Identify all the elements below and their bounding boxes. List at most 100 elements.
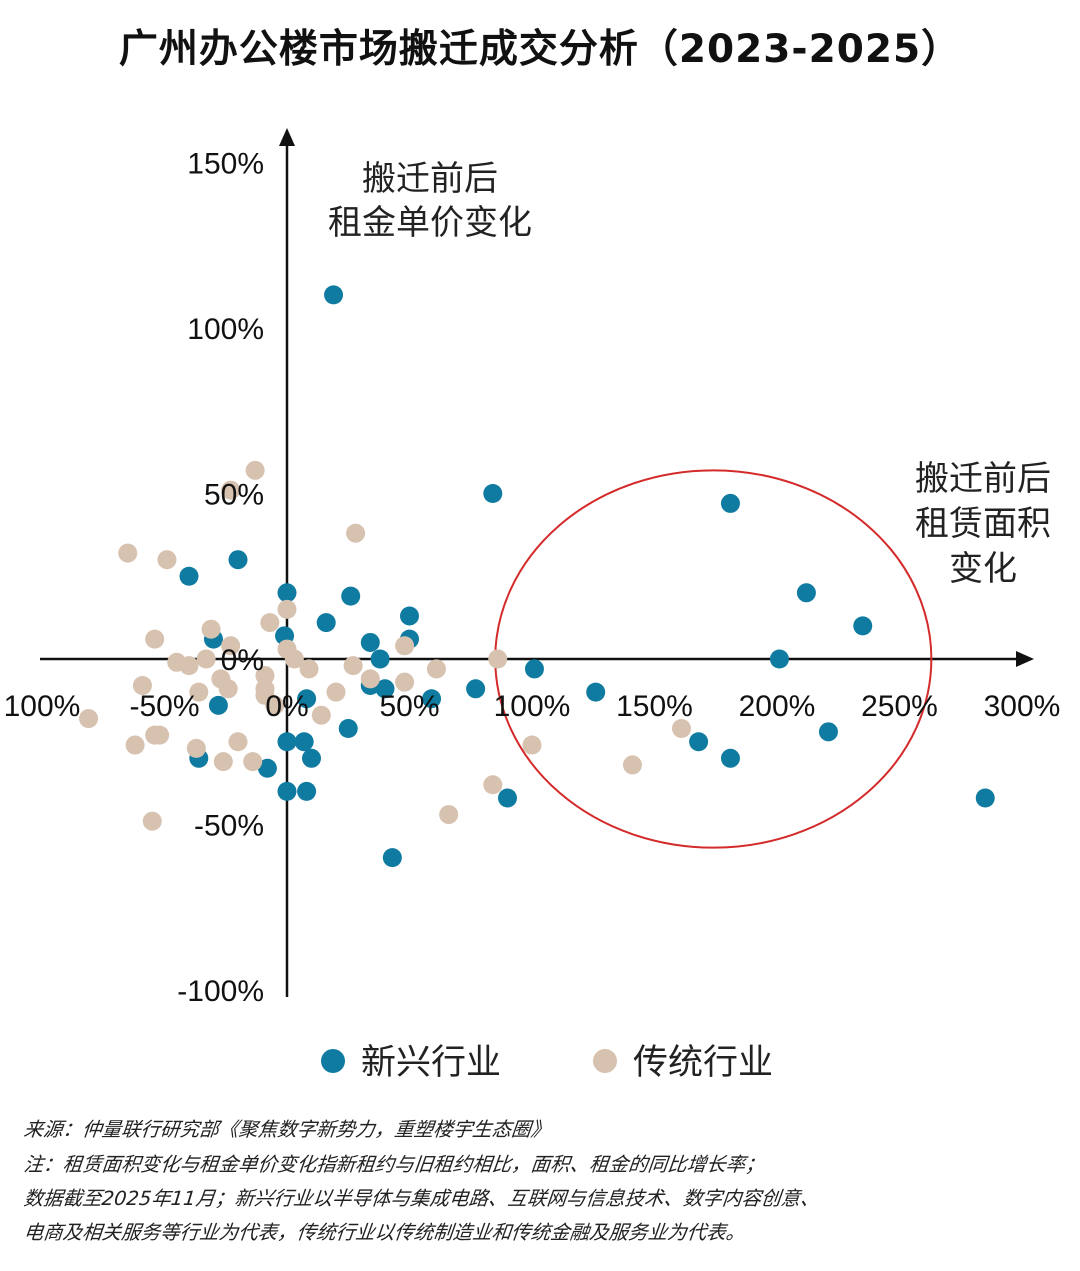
data-point-traditional	[211, 669, 231, 689]
footnote-note-cont: 数据截至2025年11月；新兴行业以半导体与集成电路、互联网与信息技术、数字内容…	[22, 1187, 821, 1210]
data-point-traditional	[79, 709, 99, 729]
data-point-traditional	[243, 752, 263, 772]
data-point-traditional	[118, 543, 138, 563]
data-point-emerging	[179, 566, 199, 586]
data-point-emerging	[382, 848, 402, 868]
y-tick-label: -50%	[194, 810, 264, 843]
data-point-traditional	[142, 811, 162, 831]
x-axis-label: 变化	[949, 549, 1017, 589]
data-point-emerging	[228, 550, 248, 570]
y-tick-label: 150%	[187, 148, 264, 181]
x-tick-label: 250%	[861, 690, 938, 723]
data-point-traditional	[395, 636, 415, 656]
data-point-emerging	[498, 788, 517, 808]
data-point-emerging	[257, 758, 277, 778]
data-point-traditional	[299, 659, 319, 679]
data-point-traditional	[145, 629, 165, 649]
data-point-emerging	[277, 732, 297, 752]
data-point-traditional	[311, 705, 331, 725]
x-tick-label: 300%	[984, 690, 1061, 723]
x-axis-arrow-icon	[1016, 651, 1034, 667]
data-point-emerging	[769, 649, 789, 669]
data-point-traditional	[150, 725, 170, 745]
x-tick-label: 0%	[265, 690, 308, 723]
y-axis-label: 租金单价变化	[328, 203, 532, 243]
data-point-traditional	[326, 682, 346, 702]
data-point-emerging	[208, 695, 228, 715]
data-point-emerging	[294, 732, 314, 752]
data-point-traditional	[260, 613, 280, 633]
data-point-traditional	[255, 666, 275, 686]
data-point-emerging	[360, 632, 380, 652]
data-point-emerging	[324, 285, 344, 305]
data-point-traditional	[186, 738, 206, 758]
y-axis-arrow-icon	[279, 128, 295, 146]
footnote-source: 来源：仲量联行研究部《聚焦数字新势力，重塑楼宇生态圈》	[22, 1118, 552, 1141]
data-point-traditional	[213, 752, 233, 772]
y-tick-label: -100%	[177, 975, 264, 1008]
data-point-traditional	[228, 732, 248, 752]
data-point-emerging	[338, 719, 358, 739]
x-tick-label: 100%	[4, 690, 81, 723]
data-point-emerging	[297, 689, 317, 709]
x-tick-label: 50%	[379, 690, 439, 723]
data-point-traditional	[360, 669, 380, 689]
x-tick-label: 200%	[739, 690, 816, 723]
data-point-emerging	[818, 722, 838, 742]
data-point-traditional	[201, 619, 221, 639]
data-point-traditional	[671, 719, 691, 739]
y-tick-label: 100%	[187, 313, 264, 346]
y-tick-label: 0%	[221, 644, 264, 677]
y-axis-label: 搬迁前后	[362, 159, 498, 199]
x-axis-label: 搬迁前后	[915, 459, 1051, 499]
data-point-emerging	[853, 616, 873, 636]
x-tick-label: -50%	[129, 690, 199, 723]
data-point-traditional	[343, 656, 363, 676]
footnote-note: 注：租赁面积变化与租金单价变化指新租约与旧租约相比，面积、租金的同比增长率；	[22, 1153, 767, 1176]
legend-label: 新兴行业	[361, 1043, 501, 1083]
data-point-emerging	[524, 659, 544, 679]
data-point-traditional	[488, 649, 508, 669]
data-point-traditional	[157, 550, 177, 570]
data-point-traditional	[221, 480, 241, 500]
data-point-traditional	[221, 636, 241, 656]
data-point-emerging	[689, 732, 709, 752]
data-point-emerging	[796, 583, 816, 603]
data-point-traditional	[245, 460, 265, 480]
data-point-traditional	[132, 675, 152, 695]
data-point-emerging	[375, 679, 395, 699]
data-point-traditional	[522, 735, 542, 755]
x-tick-label: 100%	[494, 690, 571, 723]
data-point-traditional	[395, 672, 415, 692]
data-point-emerging	[277, 781, 297, 801]
legend-marker-icon	[593, 1049, 617, 1073]
data-point-emerging	[400, 606, 419, 626]
data-point-emerging	[975, 788, 995, 808]
chart-title: 广州办公楼市场搬迁成交分析（2023-2025）	[118, 27, 962, 72]
legend-label: 传统行业	[633, 1043, 773, 1083]
data-point-traditional	[284, 649, 304, 669]
x-axis-label: 租赁面积	[915, 504, 1051, 544]
data-point-traditional	[277, 599, 297, 619]
data-point-traditional	[346, 523, 366, 543]
data-point-traditional	[255, 679, 275, 699]
x-tick-label: 150%	[616, 690, 693, 723]
data-point-traditional	[439, 805, 459, 825]
data-point-emerging	[422, 689, 442, 709]
data-point-emerging	[720, 748, 740, 768]
data-point-emerging	[483, 484, 503, 503]
data-point-emerging	[341, 586, 361, 606]
data-point-traditional	[426, 659, 446, 679]
data-point-emerging	[316, 613, 336, 633]
data-point-emerging	[586, 682, 606, 702]
data-point-emerging	[370, 649, 390, 669]
data-point-traditional	[622, 755, 642, 775]
data-point-traditional	[196, 649, 216, 669]
data-point-traditional	[179, 656, 199, 676]
data-point-traditional	[483, 775, 503, 795]
footnote-note-cont2: 电商及相关服务等行业为代表，传统行业以传统制造业和传统金融及服务业为代表。	[22, 1221, 747, 1244]
data-point-emerging	[466, 679, 486, 699]
legend-marker-icon	[321, 1049, 345, 1073]
data-point-traditional	[189, 682, 209, 702]
